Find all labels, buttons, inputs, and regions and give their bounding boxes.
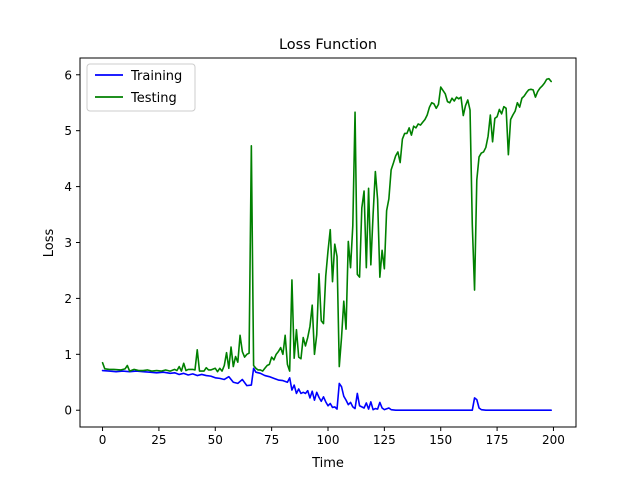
x-axis: 0 25 50 75 100 125 150 175 200 — [99, 427, 565, 447]
x-tick-label: 100 — [317, 433, 340, 447]
y-axis: 0 1 2 3 4 5 6 — [64, 68, 80, 418]
legend: Training Testing — [86, 63, 196, 112]
y-tick-label: 1 — [64, 348, 72, 362]
x-tick-label: 200 — [542, 433, 565, 447]
y-axis-label: Loss — [42, 229, 57, 258]
plot-background — [80, 58, 576, 427]
chart-title: Loss Function — [279, 37, 377, 53]
x-tick-label: 150 — [429, 433, 452, 447]
y-tick-label: 4 — [64, 180, 72, 194]
y-tick-label: 5 — [64, 124, 72, 138]
x-tick-label: 75 — [264, 433, 279, 447]
x-tick-label: 0 — [99, 433, 107, 447]
series-line-testing — [101, 77, 553, 373]
x-tick-label: 25 — [151, 433, 166, 447]
x-axis-label: Time — [311, 456, 344, 471]
series-line-training — [101, 367, 553, 412]
x-tick-label: 175 — [486, 433, 509, 447]
legend-label-training: Training — [130, 69, 182, 84]
plot-area — [79, 57, 577, 428]
y-tick-label: 6 — [64, 68, 72, 82]
legend-label-testing: Testing — [130, 91, 177, 106]
y-tick-label: 2 — [64, 292, 72, 306]
x-tick-label: 125 — [373, 433, 396, 447]
y-tick-label: 0 — [64, 404, 72, 418]
x-tick-label: 50 — [208, 433, 223, 447]
series-layer — [101, 77, 553, 412]
y-tick-label: 3 — [64, 236, 72, 250]
